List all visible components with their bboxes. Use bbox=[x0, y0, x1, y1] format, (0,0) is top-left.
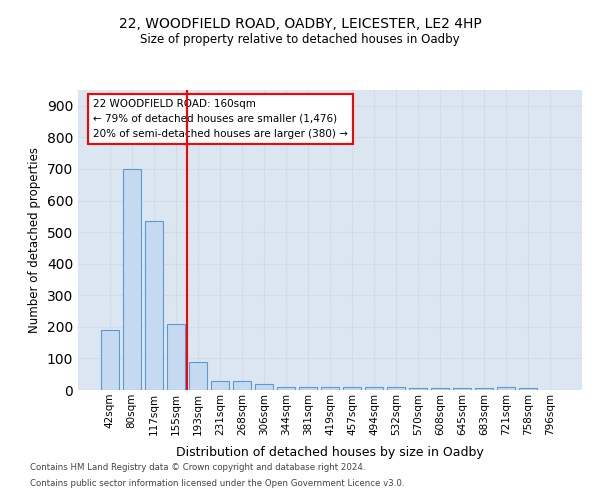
Y-axis label: Number of detached properties: Number of detached properties bbox=[28, 147, 41, 333]
Bar bbox=[475, 388, 493, 390]
Bar bbox=[343, 387, 361, 390]
Bar bbox=[497, 387, 515, 390]
Bar bbox=[454, 388, 471, 390]
Bar bbox=[277, 387, 295, 390]
Bar bbox=[101, 330, 119, 390]
Text: 22, WOODFIELD ROAD, OADBY, LEICESTER, LE2 4HP: 22, WOODFIELD ROAD, OADBY, LEICESTER, LE… bbox=[119, 18, 481, 32]
Bar bbox=[321, 387, 339, 390]
Bar bbox=[167, 324, 185, 390]
Text: Contains public sector information licensed under the Open Government Licence v3: Contains public sector information licen… bbox=[30, 478, 404, 488]
Bar bbox=[211, 380, 229, 390]
Bar bbox=[123, 169, 140, 390]
Bar bbox=[387, 387, 405, 390]
Bar bbox=[299, 387, 317, 390]
Bar bbox=[520, 388, 537, 390]
Text: 22 WOODFIELD ROAD: 160sqm
← 79% of detached houses are smaller (1,476)
20% of se: 22 WOODFIELD ROAD: 160sqm ← 79% of detac… bbox=[93, 99, 348, 138]
Bar bbox=[431, 388, 449, 390]
X-axis label: Distribution of detached houses by size in Oadby: Distribution of detached houses by size … bbox=[176, 446, 484, 459]
Bar bbox=[145, 221, 163, 390]
Bar bbox=[255, 384, 273, 390]
Bar bbox=[189, 362, 206, 390]
Bar bbox=[233, 380, 251, 390]
Bar bbox=[365, 387, 383, 390]
Text: Size of property relative to detached houses in Oadby: Size of property relative to detached ho… bbox=[140, 32, 460, 46]
Bar bbox=[409, 388, 427, 390]
Text: Contains HM Land Registry data © Crown copyright and database right 2024.: Contains HM Land Registry data © Crown c… bbox=[30, 464, 365, 472]
